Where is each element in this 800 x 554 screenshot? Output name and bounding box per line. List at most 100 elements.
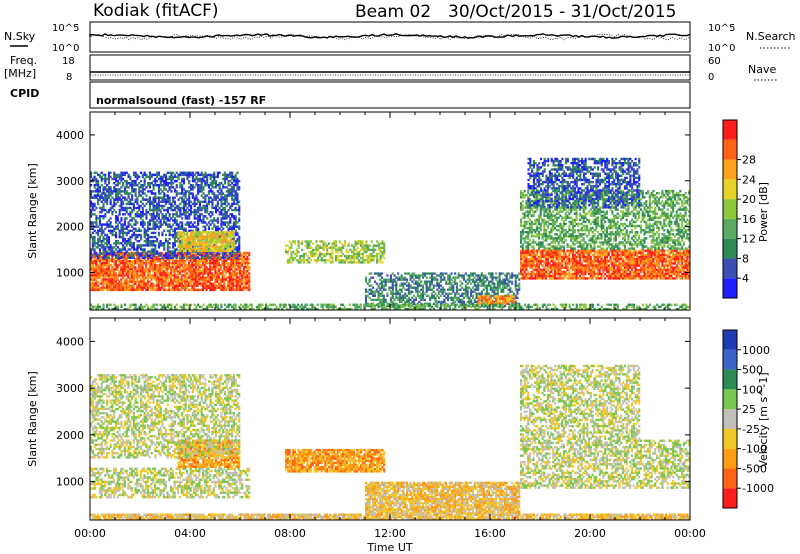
scatter-cell (232, 177, 235, 181)
scatter-cell (475, 278, 478, 281)
scatter-cell (468, 298, 471, 301)
scatter-cell (286, 259, 289, 262)
scatter-cell (155, 255, 158, 259)
scatter-cell (193, 196, 196, 199)
scatter-cell (189, 255, 192, 259)
scatter-cell (457, 300, 460, 303)
scatter-cell (102, 274, 105, 277)
scatter-cell (147, 244, 150, 247)
scatter-cell (120, 270, 123, 273)
scatter-cell (361, 261, 364, 264)
scatter-cell (513, 302, 516, 305)
scatter-cell (197, 190, 200, 193)
scatter-cell (166, 252, 169, 255)
scatter-cell (202, 231, 205, 234)
scatter-cell (226, 241, 229, 244)
scatter-cell (495, 299, 498, 303)
scatter-cell (134, 200, 137, 203)
scatter-cell (200, 233, 203, 236)
scatter-cell (507, 295, 510, 298)
scatter-cell (107, 173, 110, 177)
scatter-cell (215, 208, 218, 212)
scatter-cell (409, 286, 412, 289)
scatter-cell (172, 223, 175, 226)
scatter-cell (504, 280, 507, 283)
scatter-cell (102, 188, 105, 191)
scatter-cell (188, 182, 191, 185)
scatter-cell (182, 256, 185, 259)
scatter-cell (147, 223, 150, 226)
scatter-cell (152, 204, 155, 208)
scatter-cell (229, 233, 232, 236)
scatter-cell (140, 223, 143, 226)
scatter-cell (138, 246, 141, 249)
scatter-cell (222, 221, 225, 224)
scatter-cell (116, 182, 119, 185)
scatter-cell (368, 292, 371, 295)
scatter-cell (454, 280, 457, 283)
scatter-cell (90, 264, 93, 267)
scatter-cell (184, 171, 187, 174)
scatter-cell (166, 282, 169, 285)
scatter-cell (214, 272, 217, 275)
scatter-cell (379, 261, 382, 264)
scatter-cell (434, 284, 437, 287)
scatter-cell (139, 278, 142, 281)
scatter-cell (395, 280, 398, 283)
scatter-cell (129, 256, 132, 259)
scatter-cell (447, 288, 450, 291)
scatter-cell (179, 227, 182, 230)
scatter-cell (493, 290, 496, 293)
scatter-cell (306, 244, 309, 247)
scatter-cell (140, 184, 143, 187)
scatter-cell (441, 278, 444, 281)
scatter-cell (115, 198, 118, 201)
scatter-cell (223, 262, 226, 265)
scatter-cell (220, 213, 223, 216)
scatter-cell (218, 188, 221, 191)
scatter-cell (168, 196, 171, 199)
scatter-cell (193, 274, 196, 277)
scatter-cell (516, 290, 519, 293)
scatter-cell (152, 264, 155, 267)
scatter-cell (358, 242, 361, 245)
scatter-cell (179, 182, 182, 185)
scatter-cell (152, 206, 155, 210)
scatter-cell (489, 274, 492, 277)
scatter-cell (209, 182, 212, 185)
scatter-cell (141, 188, 144, 191)
scatter-cell (302, 257, 305, 260)
scatter-cell (134, 206, 137, 210)
scatter-cell (100, 208, 103, 212)
scatter-cell (477, 276, 480, 279)
scatter-cell (113, 177, 116, 181)
scatter-cell (154, 177, 157, 181)
scatter-cell (313, 259, 316, 262)
scatter-cell (131, 184, 134, 187)
scatter-cell (170, 280, 173, 283)
scatter-cell (100, 231, 103, 235)
scatter-cell (207, 184, 210, 187)
scatter-cell (172, 246, 175, 249)
scatter-cell (91, 213, 94, 216)
scatter-cell (239, 288, 242, 292)
scatter-cell (213, 194, 216, 197)
scatter-cell (459, 294, 462, 297)
scatter-cell (123, 264, 126, 267)
scatter-cell (116, 252, 119, 255)
scatter-cell (228, 274, 231, 277)
scatter-cell (157, 270, 160, 273)
scatter-cell (157, 227, 160, 230)
scatter-cell (438, 286, 441, 289)
scatter-cell (229, 239, 232, 242)
scatter-cell (154, 225, 157, 228)
scatter-cell (116, 246, 119, 249)
scatter-cell (206, 184, 209, 187)
scatter-cell (190, 186, 193, 189)
scatter-cell (155, 276, 158, 279)
scatter-cell (448, 288, 451, 291)
scatter-cell (238, 186, 241, 189)
scatter-cell (354, 244, 357, 247)
scatter-cell (179, 231, 182, 234)
scatter-cell (161, 217, 164, 220)
